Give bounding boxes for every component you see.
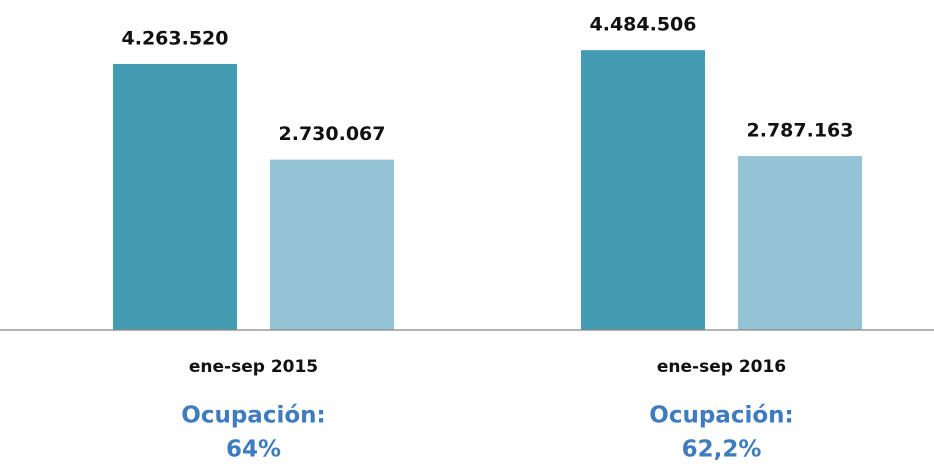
bar — [581, 50, 705, 331]
annotation-value: 64% — [226, 437, 281, 463]
bar — [113, 63, 237, 330]
value-label: 4.263.520 — [122, 27, 229, 49]
annotation-label: Ocupación: — [649, 403, 793, 429]
value-label: 2.787.163 — [747, 120, 854, 142]
annotation-value: 62,2% — [682, 437, 762, 463]
annotation-label: Ocupación: — [181, 403, 325, 429]
bar — [738, 156, 862, 330]
value-label: 4.484.506 — [590, 14, 697, 36]
x-tick-label: ene-sep 2015 — [189, 357, 318, 377]
value-label: 2.730.067 — [279, 123, 386, 145]
x-tick-label: ene-sep 2016 — [657, 357, 786, 377]
bar — [270, 159, 394, 330]
